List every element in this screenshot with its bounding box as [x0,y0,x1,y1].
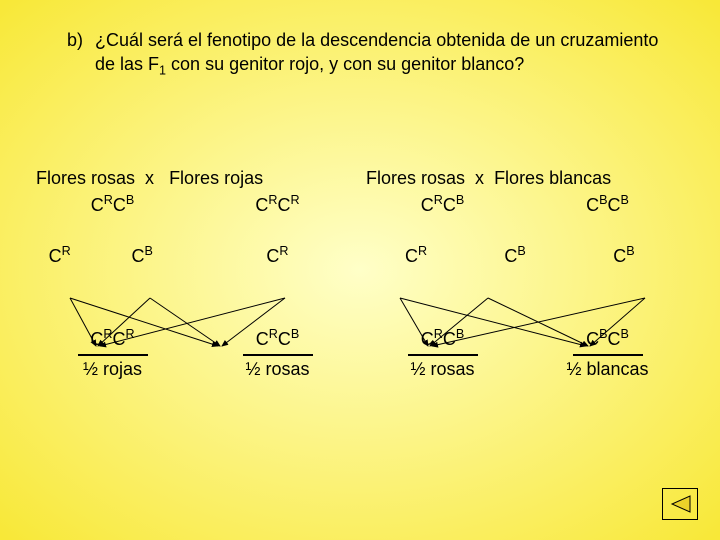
crosses-diagram: Flores rosas x Flores rojas Flores rosas… [30,168,690,380]
offspring-3-result: ½ rosas [360,359,525,380]
offspring-1: CRCR ½ rojas [30,327,195,380]
gamete-2: CB [89,244,195,267]
left-x: x [145,168,154,188]
left-parent2-label: Flores rojas [169,168,263,188]
offspring-4: CBCB ½ blancas [525,327,690,380]
offspring-4-result: ½ blancas [525,359,690,380]
offspring-2: CRCB ½ rosas [195,327,360,380]
left-parent2-genotype: CRCR [195,193,360,216]
gamete-3: CR [195,244,360,267]
f-subscript: 1 [159,64,166,78]
offspring-2-genotype: CRCB [195,327,360,350]
right-parent2-genotype: CBCB [525,193,690,216]
right-parent1-genotype: CRCB [360,193,525,216]
offspring-2-result: ½ rosas [195,359,360,380]
divider [408,354,478,356]
divider [78,354,148,356]
offspring-1-genotype: CRCR [30,327,195,350]
divider [573,354,643,356]
left-cross-label: Flores rosas x Flores rojas [30,168,360,189]
offspring-4-genotype: CBCB [525,327,690,350]
right-x: x [475,168,484,188]
gamete-5: CB [472,244,558,267]
gamete-6: CB [558,244,690,267]
offspring-3-genotype: CRCB [360,327,525,350]
gametes-row: CR CB CR CR CB CB [30,244,690,267]
offspring-3: CRCB ½ rosas [360,327,525,380]
left-parent1-genotype: CRCB [30,193,195,216]
offspring-1-result: ½ rojas [30,359,195,380]
left-parent1-label: Flores rosas [36,168,135,188]
triangle-left-icon [668,494,692,514]
right-cross-label: Flores rosas x Flores blancas [360,168,690,189]
gamete-1: CR [30,244,89,267]
question-text: b)¿Cuál será el fenotipo de la descenden… [0,0,720,80]
right-parent1-label: Flores rosas [366,168,465,188]
question-post: con su genitor rojo, y con su genitor bl… [166,54,524,74]
right-parent2-label: Flores blancas [494,168,611,188]
prev-slide-button[interactable] [662,488,698,520]
question-label: b) [67,28,95,52]
gamete-4: CR [360,244,472,267]
divider [243,354,313,356]
